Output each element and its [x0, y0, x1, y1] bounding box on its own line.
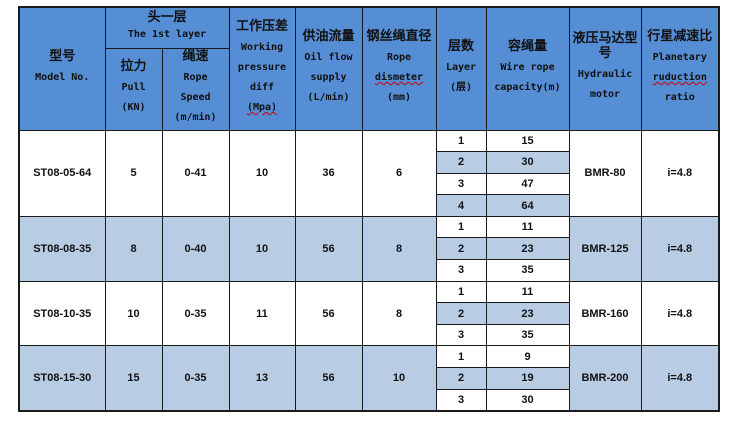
- pressure-cell: 10: [228, 129, 296, 217]
- capacity-cell: 30: [485, 151, 570, 174]
- pull-cell: 8: [104, 215, 163, 282]
- capacity-cell: 15: [485, 129, 570, 153]
- flow-cell: 56: [294, 345, 363, 412]
- layer-cell: 3: [435, 259, 487, 282]
- header-oil-flow: 供油流量 Oil flow supply (L/min): [294, 6, 363, 131]
- diameter-cell: 6: [361, 129, 437, 217]
- pressure-cell: 13: [228, 345, 296, 412]
- pull-cell: 10: [104, 280, 163, 347]
- table-row: ST08-10-35 10 0-35 11 56 8 1 11 BMR-160 i=4.8: [18, 280, 720, 347]
- layer-cell: 2: [435, 237, 487, 261]
- capacity-cell: 19: [485, 367, 570, 390]
- capacity-cell: 35: [485, 259, 570, 282]
- table-row: 3 30: [19, 388, 719, 412]
- pull-cell: 5: [104, 129, 163, 217]
- capacity-cell: 30: [485, 388, 570, 412]
- layer-cell: 2: [435, 367, 487, 390]
- table-row: 3 35: [19, 323, 719, 347]
- table-row: 2 23: [19, 302, 719, 325]
- table-row: ST08-15-30 15 0-35 13 56 10 1 9 BMR-200 i=4.8: [18, 345, 720, 412]
- table-row: 3 35: [19, 259, 719, 282]
- model-cell: ST08-05-64: [18, 129, 106, 217]
- pressure-cell: 10: [228, 215, 296, 282]
- header-rope-speed: 绳速 Rope Speed (m/min): [161, 47, 230, 131]
- header-first-layer: 头一层 The 1st layer: [104, 6, 230, 49]
- layer-cell: 4: [435, 194, 487, 217]
- capacity-cell: 64: [485, 194, 570, 217]
- header-pressure: 工作压差 Working pressure diff (Mpa): [228, 6, 296, 131]
- header-pull: 拉力 Pull (KN): [104, 47, 163, 131]
- header-motor: 液压马达型号 Hydraulic motor: [568, 6, 642, 131]
- motor-cell: BMR-125: [568, 215, 642, 282]
- capacity-cell: 23: [485, 237, 570, 261]
- table-row: ST08-08-35 8 0-40 10 56 8 1 11 BMR-125 i=4.8: [18, 215, 720, 282]
- ratio-cell: i=4.8: [640, 345, 720, 412]
- layer-cell: 1: [435, 280, 487, 304]
- layer-cell: 3: [435, 323, 487, 347]
- table-row: 3 47: [19, 172, 719, 196]
- ratio-cell: i=4.8: [640, 129, 720, 217]
- diameter-cell: 8: [361, 215, 437, 282]
- model-cell: ST08-10-35: [18, 280, 106, 347]
- ratio-cell: i=4.8: [640, 280, 720, 347]
- capacity-cell: 23: [485, 302, 570, 325]
- pull-cell: 15: [104, 345, 163, 412]
- pressure-cell: 11: [228, 280, 296, 347]
- layer-cell: 1: [435, 129, 487, 153]
- layer-cell: 2: [435, 151, 487, 174]
- capacity-cell: 47: [485, 172, 570, 196]
- header-rope-diameter: 钢丝绳直径 Rope dismeter (mm): [361, 6, 437, 131]
- flow-cell: 56: [294, 280, 363, 347]
- header-capacity: 容绳量 Wire rope capacity(m): [485, 6, 570, 131]
- speed-cell: 0-41: [161, 129, 230, 217]
- flow-cell: 56: [294, 215, 363, 282]
- capacity-cell: 35: [485, 323, 570, 347]
- layer-cell: 1: [435, 215, 487, 239]
- diameter-cell: 10: [361, 345, 437, 412]
- speed-cell: 0-35: [161, 345, 230, 412]
- table-row: 2 30: [19, 151, 719, 174]
- capacity-cell: 9: [485, 345, 570, 369]
- layer-cell: 3: [435, 172, 487, 196]
- table-row: ST08-05-64 5 0-41 10 36 6 1 15 BMR-80 i=4.8: [18, 129, 720, 217]
- layer-cell: 3: [435, 388, 487, 412]
- table-row: 4 64: [19, 194, 719, 217]
- model-cell: ST08-15-30: [18, 345, 106, 412]
- header-layer: 层数 Layer (层): [435, 6, 487, 131]
- motor-cell: BMR-80: [568, 129, 642, 217]
- flow-cell: 36: [294, 129, 363, 217]
- header-ratio: 行星减速比 Planetary ruduction ratio: [640, 6, 720, 131]
- motor-cell: BMR-160: [568, 280, 642, 347]
- layer-cell: 1: [435, 345, 487, 369]
- table-row: 2 23: [19, 237, 719, 261]
- capacity-cell: 11: [485, 215, 570, 239]
- table-row: 2 19: [19, 367, 719, 390]
- spec-table: 型号 Model No. 头一层 The 1st layer 工作压差 Working…: [18, 6, 720, 413]
- speed-cell: 0-40: [161, 215, 230, 282]
- capacity-cell: 11: [485, 280, 570, 304]
- header-model: 型号 Model No.: [18, 6, 106, 131]
- motor-cell: BMR-200: [568, 345, 642, 412]
- speed-cell: 0-35: [161, 280, 230, 347]
- model-cell: ST08-08-35: [18, 215, 106, 282]
- ratio-cell: i=4.8: [640, 215, 720, 282]
- layer-cell: 2: [435, 302, 487, 325]
- diameter-cell: 8: [361, 280, 437, 347]
